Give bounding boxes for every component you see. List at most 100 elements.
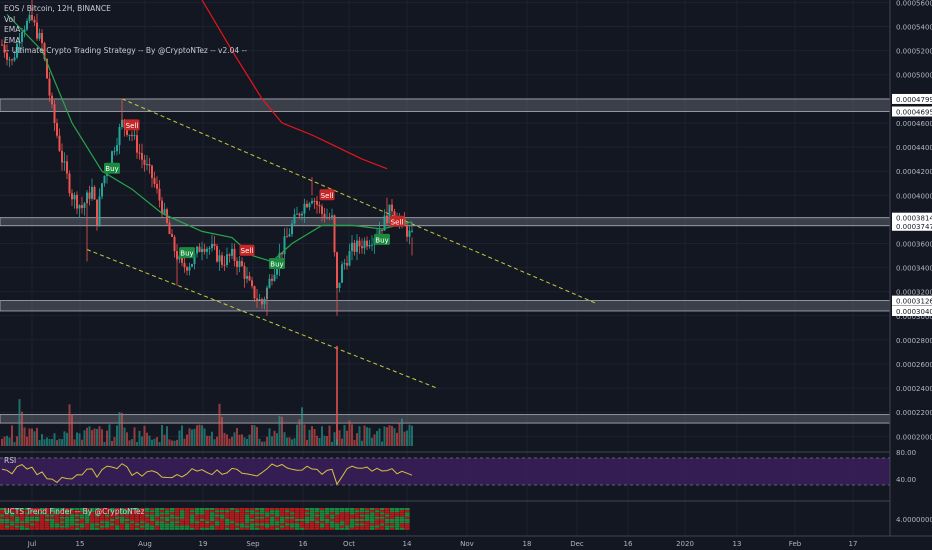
candle-body [248, 275, 251, 281]
ucts-cell [180, 508, 185, 510]
ucts-cell [215, 519, 220, 521]
ucts-cell [405, 525, 410, 528]
ucts-cell [265, 510, 270, 513]
ucts-cell [55, 525, 60, 528]
rsi-band [0, 458, 890, 485]
candle-body [128, 134, 131, 136]
ucts-cell [175, 519, 180, 521]
ucts-cell [380, 525, 385, 528]
ucts-cell [340, 525, 345, 528]
ucts-cell [385, 521, 390, 524]
ucts-cell [0, 527, 5, 530]
ucts-cell [100, 516, 105, 519]
ucts-cell [270, 510, 275, 513]
ucts-cell [65, 521, 70, 524]
volume-bar [283, 432, 286, 446]
ucts-cell [160, 508, 165, 510]
signal-box [319, 189, 335, 201]
ucts-cell [165, 508, 170, 510]
ucts-cell [115, 510, 120, 513]
ucts-cell [370, 512, 375, 515]
ucts-cell [210, 508, 215, 510]
ucts-cell [85, 512, 90, 515]
candle-body [23, 29, 26, 33]
ucts-cell [150, 512, 155, 515]
volume-bar [116, 425, 118, 446]
candle-body [391, 204, 393, 212]
ucts-cell [130, 512, 135, 515]
ucts-cell [345, 512, 350, 515]
ucts-cell [250, 527, 255, 530]
ucts-cell [370, 514, 375, 517]
ucts-cell [165, 514, 170, 517]
signal-box [179, 247, 195, 259]
ucts-cell [195, 521, 200, 524]
volume-bar [113, 436, 116, 446]
ucts-cell [15, 514, 20, 517]
ucts-cell [245, 521, 250, 524]
ucts-cell [340, 512, 345, 515]
ucts-cell [105, 510, 110, 513]
ucts-cell [405, 516, 410, 519]
ucts-cell [275, 523, 280, 526]
ucts-cell [80, 523, 85, 526]
volume-bar [191, 429, 193, 446]
ucts-cell [45, 514, 50, 517]
candle [391, 199, 393, 218]
ucts-cell [35, 510, 40, 513]
ucts-cell [335, 512, 340, 515]
ucts-cell [350, 516, 355, 519]
ucts-cell [55, 508, 60, 510]
candle-body [256, 298, 258, 300]
ucts-cell [250, 510, 255, 513]
volume-bar [183, 438, 186, 446]
candle-body [36, 22, 38, 39]
candle-body [61, 150, 63, 163]
ucts-cell [360, 527, 365, 530]
ucts-cell [75, 516, 80, 519]
ucts-cell [60, 514, 65, 517]
candle [291, 219, 293, 238]
volume-bar [93, 428, 96, 446]
volume-bar [188, 428, 191, 446]
candle [91, 178, 93, 201]
ucts-cell [120, 512, 125, 515]
ucts-cell [75, 525, 80, 528]
volume-bar [278, 415, 281, 446]
ucts-cell [145, 508, 150, 510]
chart-legend: EOS / Bitcoin, 12H, BINANCE Vol EMA EMA … [4, 4, 247, 57]
candle-body [93, 186, 96, 200]
ucts-cell [235, 512, 240, 515]
ucts-cell [50, 519, 55, 521]
ucts-cell [365, 510, 370, 513]
ucts-cell [300, 516, 305, 519]
volume-bar [236, 427, 238, 446]
volume-bar [351, 424, 353, 446]
ucts-cell [5, 512, 10, 515]
ucts-cell [105, 525, 110, 528]
ucts-cell [135, 523, 140, 526]
ucts-cell [105, 512, 110, 515]
ucts-cell [225, 514, 230, 517]
time-tick-label: 17 [849, 540, 858, 548]
time-tick-label: 19 [199, 540, 208, 548]
candle [313, 197, 316, 209]
volume-bar [298, 419, 301, 446]
ucts-cell [50, 510, 55, 513]
candle [356, 233, 358, 261]
candle-body [236, 260, 238, 267]
ucts-cell [40, 519, 45, 521]
ucts-cell [260, 527, 265, 530]
ucts-cell [35, 512, 40, 515]
ucts-cell [120, 508, 125, 510]
ucts-cell [180, 523, 185, 526]
ucts-cell [5, 514, 10, 517]
ucts-cell [150, 519, 155, 521]
ucts-cell [355, 521, 360, 524]
ucts-cell [120, 525, 125, 528]
ucts-cell [390, 521, 395, 524]
ucts-cell [140, 514, 145, 517]
